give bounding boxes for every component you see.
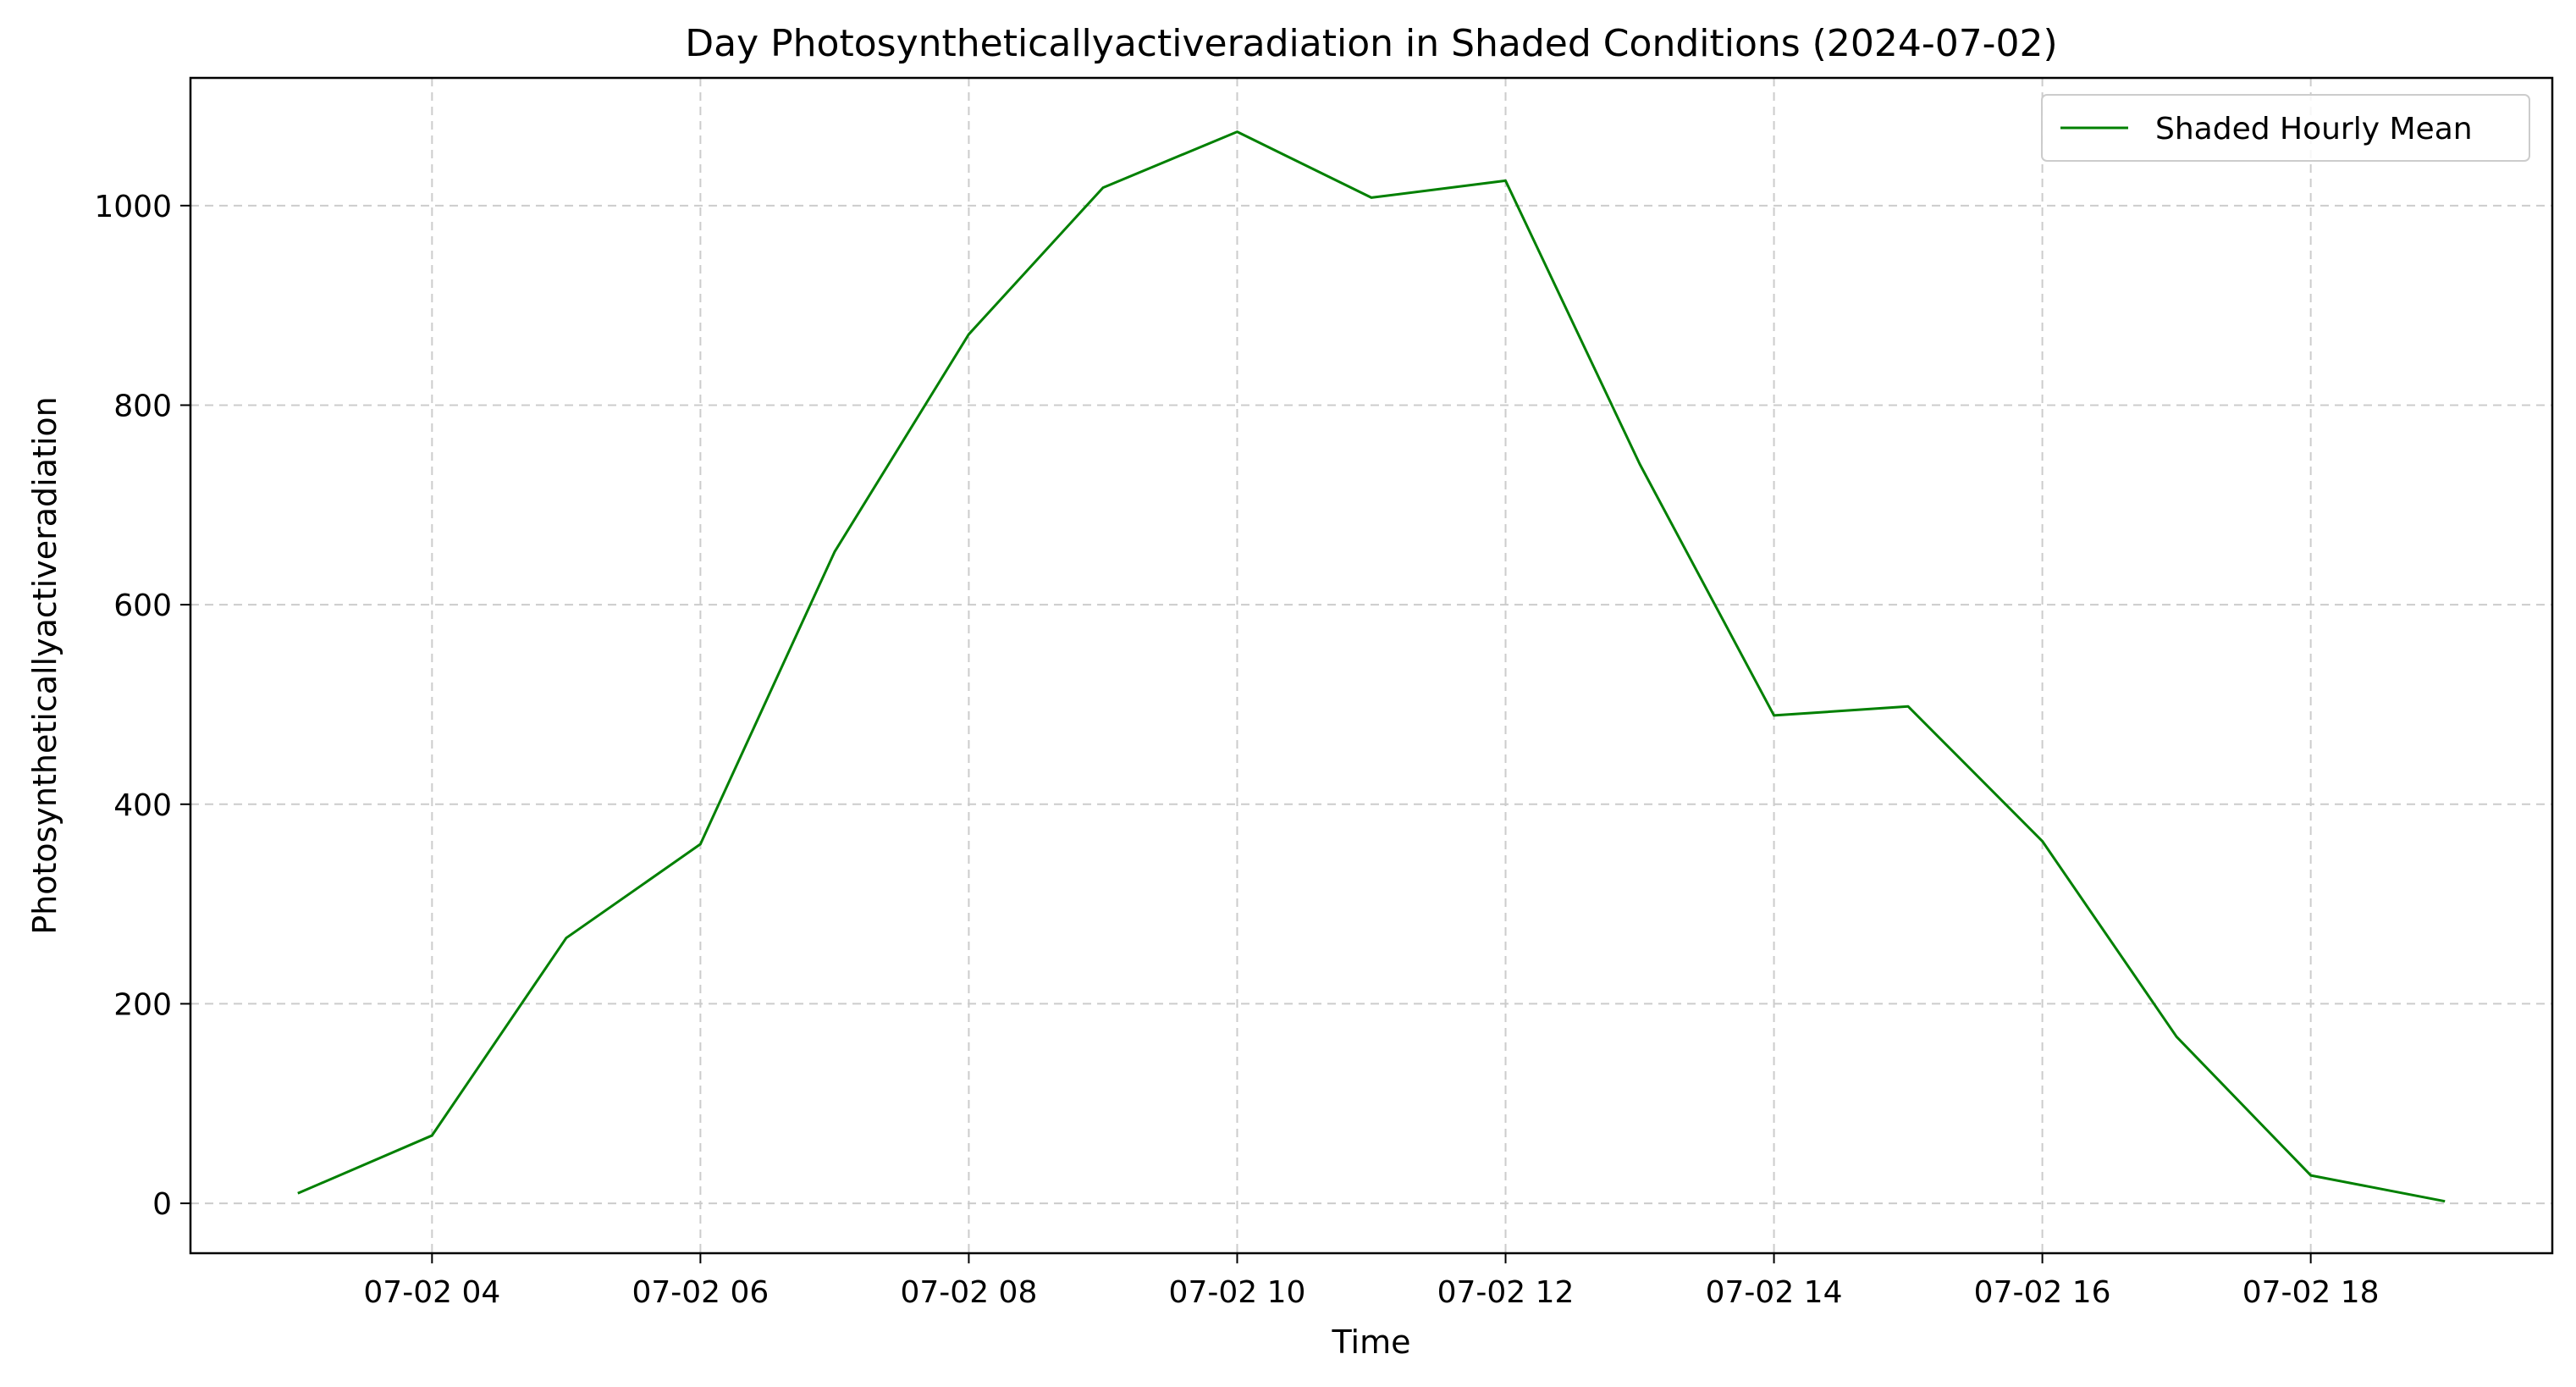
- x-tick-label: 07-02 10: [1169, 1275, 1306, 1310]
- x-tick-label: 07-02 04: [363, 1275, 500, 1310]
- x-axis-ticks: 07-02 04 07-02 06 07-02 08 07-02 10 07-02 12…: [363, 1253, 2380, 1310]
- x-tick-label: 07-02 16: [1974, 1275, 2111, 1310]
- y-tick-label: 600: [113, 589, 172, 623]
- chart-title: Day Photosyntheticallyactiveradiation in…: [685, 22, 2057, 65]
- plot-frame: [189, 76, 2554, 1255]
- y-tick-label: 0: [152, 1187, 172, 1222]
- legend-label-shaded-hourly-mean: Shaded Hourly Mean: [2155, 112, 2473, 146]
- y-axis-label: Photosyntheticallyactiveradiation: [26, 396, 63, 935]
- legend: Shaded Hourly Mean: [2041, 94, 2530, 162]
- y-tick-label: 200: [113, 987, 172, 1022]
- y-axis-ticks: 0 200 400 600 800 1000: [94, 190, 190, 1222]
- y-tick-label: 800: [113, 389, 172, 423]
- x-axis-label: Time: [1332, 1323, 1411, 1361]
- grid-lines: [190, 78, 2552, 1253]
- y-tick-label: 400: [113, 788, 172, 823]
- legend-box: [2041, 94, 2530, 162]
- x-tick-label: 07-02 08: [901, 1275, 1038, 1310]
- x-tick-label: 07-02 18: [2242, 1275, 2380, 1310]
- x-tick-label: 07-02 12: [1437, 1275, 1575, 1310]
- x-tick-label: 07-02 06: [632, 1275, 769, 1310]
- y-tick-label: 1000: [94, 190, 172, 224]
- x-tick-label: 07-02 14: [1706, 1275, 1843, 1310]
- plot-lines: [297, 130, 2446, 1203]
